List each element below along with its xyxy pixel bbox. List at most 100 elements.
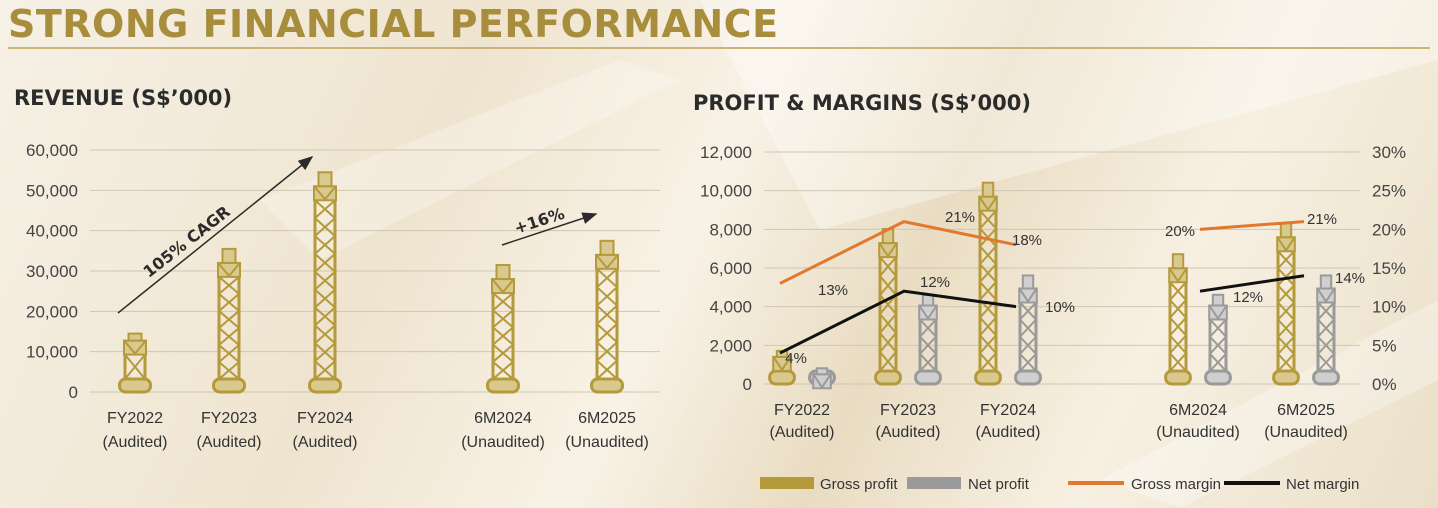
profit-x-tick-sublabel: (Unaudited)	[1156, 424, 1240, 441]
tower-base	[1312, 369, 1340, 386]
tower-brace	[919, 353, 937, 372]
tower-brace	[979, 334, 997, 354]
net-profit-bar	[808, 367, 836, 390]
legend-swatch-gross-profit	[760, 477, 814, 489]
tower-brace	[879, 332, 897, 353]
tower-brace	[218, 344, 240, 363]
tower-brace	[1169, 281, 1187, 301]
tower-brace	[596, 268, 618, 288]
tower-brace	[1019, 318, 1037, 338]
net-margin-label: 12%	[920, 274, 950, 291]
tower-base	[874, 369, 902, 386]
tower-brace	[314, 199, 336, 219]
net-profit-bar	[914, 293, 942, 386]
tower-brace	[596, 341, 618, 362]
tower-brace	[1277, 336, 1295, 355]
tower-base	[308, 377, 342, 394]
tower-brace	[1317, 301, 1335, 321]
revenue-bar	[212, 247, 246, 394]
tower-funnel	[879, 243, 897, 258]
tower-brace	[1209, 353, 1227, 372]
tower-brace	[314, 306, 336, 327]
profit-x-tick-label: FY2024	[980, 402, 1036, 419]
tower-brace	[1019, 336, 1037, 355]
revenue-bar	[486, 264, 520, 394]
profit-x-tick-label: FY2023	[880, 402, 936, 419]
margin-y-tick-label: 0%	[1372, 375, 1397, 394]
profit-y-tick-label: 2,000	[709, 336, 752, 355]
net-profit-bar	[1014, 274, 1042, 386]
tower-brace	[979, 209, 997, 230]
tower-brace	[1277, 250, 1295, 270]
growth-arrow	[501, 212, 598, 246]
tower-brace	[1169, 299, 1187, 319]
tower-brace	[314, 253, 336, 273]
revenue-x-tick-label: 6M2024	[474, 410, 532, 427]
revenue-bar	[118, 332, 152, 394]
revenue-y-tick-label: 0	[69, 383, 78, 402]
profit-x-tick-label: 6M2025	[1277, 402, 1335, 419]
tower-base	[974, 369, 1002, 386]
revenue-x-tick-label: 6M2025	[578, 410, 636, 427]
tower-cap	[599, 239, 615, 256]
revenue-x-tick-sublabel: (Unaudited)	[461, 434, 545, 451]
tower-funnel	[1277, 237, 1295, 253]
tower-brace	[1019, 301, 1037, 321]
margin-y-tick-label: 25%	[1372, 182, 1406, 201]
tower-base	[1164, 369, 1192, 386]
net-margin-line	[1199, 274, 1305, 293]
tower-cap	[317, 171, 333, 188]
tower-brace	[879, 294, 897, 315]
tower-base	[486, 377, 520, 394]
tower-brace	[919, 318, 937, 338]
tower-brace	[1169, 334, 1187, 354]
gross-profit-bar	[1272, 222, 1300, 386]
tower-base	[212, 377, 246, 394]
net-profit-bar	[1312, 274, 1340, 386]
tower-brace	[218, 293, 240, 312]
tower-funnel	[596, 255, 618, 270]
tower-brace	[596, 286, 618, 307]
tower-brace	[124, 353, 146, 380]
tower-cap	[981, 181, 995, 198]
tower-funnel	[979, 197, 997, 212]
revenue-bar	[308, 171, 342, 394]
profit-x-tick-sublabel: (Audited)	[770, 424, 835, 441]
tower-brace	[1317, 336, 1335, 355]
tower-brace	[596, 323, 618, 344]
tower-base	[1204, 369, 1232, 386]
tower-brace	[314, 288, 336, 309]
tower-funnel	[919, 305, 937, 321]
tower-brace	[492, 361, 514, 380]
tower-brace	[1317, 318, 1335, 338]
tower-brace	[1277, 353, 1295, 372]
tower-funnel	[1317, 288, 1335, 304]
tower-brace	[492, 343, 514, 363]
tower-cap	[1319, 274, 1333, 290]
revenue-x-tick-sublabel: (Audited)	[103, 434, 168, 451]
tower-cap	[221, 247, 237, 264]
tower-brace	[218, 361, 240, 380]
tower-brace	[1277, 301, 1295, 321]
profit-x-tick-sublabel: (Audited)	[876, 424, 941, 441]
profit-x-tick-label: 6M2024	[1169, 402, 1227, 419]
revenue-y-tick-label: 40,000	[26, 222, 78, 241]
tower-base	[768, 369, 796, 386]
gross-margin-label: 20%	[1165, 223, 1195, 240]
title-divider	[8, 47, 1430, 49]
revenue-y-tick-label: 20,000	[26, 302, 78, 321]
gross-margin-label: 13%	[818, 282, 848, 299]
profit-x-tick-sublabel: (Unaudited)	[1264, 424, 1348, 441]
legend-swatch-net-profit	[907, 477, 961, 489]
tower-brace	[1209, 335, 1227, 355]
tower-brace	[979, 352, 997, 372]
tower-base	[914, 369, 942, 386]
revenue-chart-title: REVENUE (S$’000)	[14, 86, 233, 110]
tower-brace	[979, 263, 997, 283]
tower-brace	[314, 342, 336, 362]
tower-brace	[879, 256, 897, 277]
net-margin-label: 10%	[1045, 299, 1075, 316]
tower-brace	[1317, 353, 1335, 372]
tower-funnel	[773, 357, 791, 372]
